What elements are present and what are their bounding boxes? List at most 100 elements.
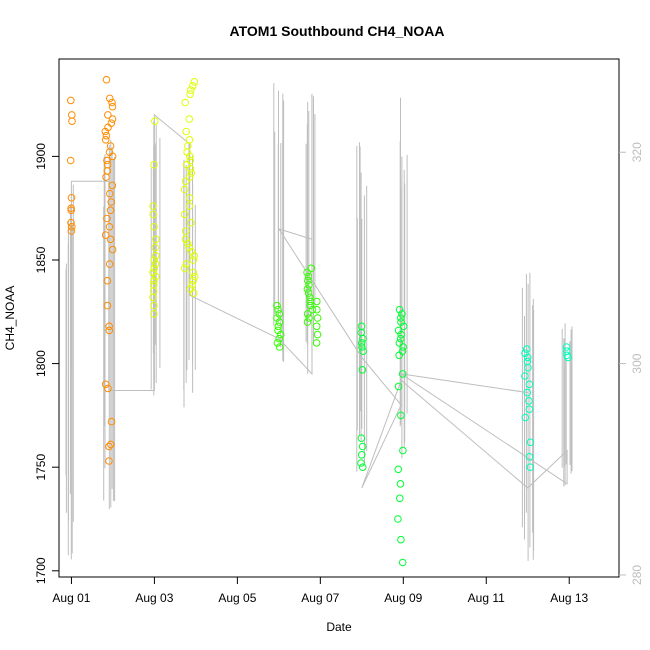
data-point-series-2 [313, 314, 322, 322]
data-point-series-4 [525, 380, 534, 389]
data-point-series-2 [313, 305, 321, 314]
data-point-series-1 [180, 185, 189, 194]
data-point-series-3 [395, 305, 404, 314]
data-point-series-4 [526, 463, 535, 472]
data-point-series-0 [106, 189, 114, 198]
data-point-series-0 [68, 111, 76, 119]
data-point-series-1 [190, 252, 199, 260]
data-point-series-2 [303, 310, 312, 318]
data-point-series-1 [187, 169, 196, 177]
data-point-series-0 [68, 117, 76, 125]
data-point-series-1 [185, 194, 194, 202]
data-point-series-3 [359, 347, 367, 356]
data-point-series-3 [398, 370, 407, 378]
y2-tick-label: 320 [630, 142, 644, 162]
y-axis-label: CH4_NOAA [3, 286, 17, 351]
data-point-series-1 [185, 173, 194, 181]
data-point-series-3 [399, 343, 407, 351]
data-point-series-0 [105, 326, 114, 335]
data-point-series-1 [151, 117, 159, 125]
data-point-series-0 [67, 227, 76, 235]
data-point-series-3 [398, 310, 406, 318]
data-point-series-0 [106, 206, 115, 215]
data-point-series-2 [313, 330, 322, 339]
data-point-series-1 [185, 202, 194, 210]
data-point-series-3 [357, 434, 366, 443]
data-point-series-1 [181, 227, 190, 235]
data-point-series-4 [522, 345, 531, 353]
data-point-series-0 [108, 98, 116, 107]
data-point-series-0 [108, 181, 117, 190]
data-point-series-0 [67, 206, 75, 215]
x-tick-label: Aug 03 [135, 591, 173, 605]
data-point-series-2 [305, 314, 313, 322]
trace-connect-line [70, 113, 568, 489]
data-point-series-2 [307, 264, 316, 273]
x-tick-label: Aug 09 [384, 591, 422, 605]
data-point-series-1 [150, 310, 158, 318]
data-point-series-3 [394, 382, 403, 391]
data-point-series-3 [396, 494, 404, 503]
data-point-series-0 [104, 111, 112, 119]
data-point-series-3 [359, 334, 367, 343]
data-point-series-0 [101, 136, 110, 144]
data-point-series-3 [399, 322, 408, 331]
data-point-series-0 [102, 173, 110, 181]
data-point-series-2 [273, 314, 281, 322]
data-point-series-2 [276, 330, 285, 339]
data-point-series-0 [66, 156, 75, 165]
data-point-series-0 [107, 440, 115, 449]
data-point-series-1 [186, 152, 194, 161]
data-point-series-2 [304, 276, 312, 285]
data-point-series-0 [67, 218, 75, 227]
data-point-series-3 [357, 459, 365, 467]
data-point-series-0 [108, 152, 117, 161]
data-point-series-3 [394, 515, 402, 523]
data-point-series-4 [523, 388, 532, 397]
y2-axis: 280300320340 [619, 142, 644, 585]
data-point-series-2 [312, 322, 321, 331]
data-point-series-1 [150, 256, 158, 264]
data-point-series-1 [182, 260, 191, 268]
data-point-series-4 [525, 405, 534, 414]
data-point-series-2 [274, 305, 282, 314]
data-point-series-1 [189, 256, 198, 264]
data-point-series-1 [188, 281, 196, 289]
data-point-series-4 [526, 438, 535, 447]
data-point-series-1 [150, 160, 158, 169]
data-point-series-3 [397, 318, 405, 326]
data-point-series-3 [398, 558, 407, 567]
data-point-series-3 [358, 343, 366, 351]
data-point-series-1 [190, 78, 199, 86]
data-point-series-2 [303, 268, 311, 277]
data-point-series-1 [152, 252, 160, 260]
data-point-series-1 [185, 115, 194, 123]
data-point-series-3 [357, 451, 366, 459]
data-point-series-1 [185, 136, 194, 144]
data-point-series-2 [306, 301, 314, 310]
data-point-series-1 [149, 210, 157, 219]
data-point-series-1 [151, 272, 160, 281]
y-axis: 1700 1750 1800 1850 1900 [34, 143, 59, 584]
data-point-series-0 [101, 127, 110, 136]
data-point-series-2 [312, 339, 321, 347]
data-point-series-0 [107, 198, 115, 206]
data-point-series-0 [106, 94, 114, 103]
grey-trace-layer [65, 83, 573, 561]
data-point-series-4 [525, 453, 534, 461]
data-point-series-4 [521, 413, 530, 422]
data-point-series-1 [150, 264, 158, 273]
data-point-series-4 [564, 353, 573, 362]
data-point-series-1 [180, 264, 189, 273]
data-point-series-0 [107, 119, 116, 127]
data-point-series-0 [68, 223, 76, 231]
data-point-series-1 [180, 210, 189, 219]
data-point-series-0 [104, 384, 112, 393]
points-layer [66, 75, 573, 567]
data-point-series-4 [562, 343, 571, 351]
data-point-series-3 [357, 339, 366, 347]
data-point-series-1 [190, 289, 198, 297]
data-point-series-0 [101, 231, 110, 239]
data-point-series-2 [306, 293, 314, 302]
